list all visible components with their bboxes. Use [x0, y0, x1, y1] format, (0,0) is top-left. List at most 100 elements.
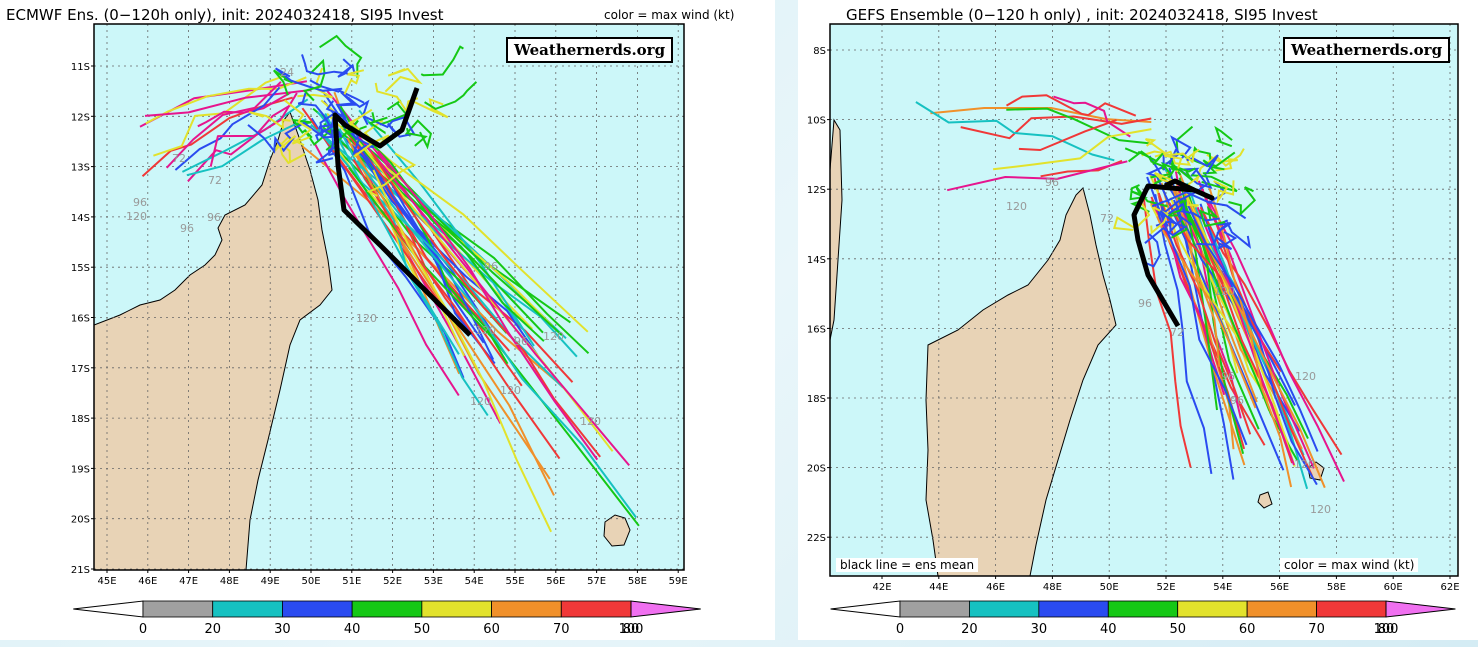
lat-tick-label: 22S: [807, 533, 826, 544]
forecast-hour-label: 120: [1214, 285, 1235, 298]
colorbar-label: 50: [1169, 622, 1186, 637]
lon-tick-label: 56E: [1270, 582, 1289, 593]
ensemble-track: [283, 99, 313, 145]
ensemble-track: [352, 131, 375, 156]
lon-tick-label: 50E: [1100, 582, 1119, 593]
lon-tick-label: 46E: [986, 582, 1005, 593]
forecast-hour-label: 120: [1295, 370, 1316, 383]
ensemble-track: [1127, 150, 1166, 170]
ensemble-track: [1202, 151, 1236, 175]
gefs-panel: GEFS Ensemble (0−120 h only) , init: 202…: [798, 0, 1478, 640]
colorbar-label: 20: [961, 622, 978, 637]
ensemble-track: [1166, 171, 1221, 367]
ensemble-track: [360, 113, 410, 129]
ensemble-track: [915, 101, 1115, 162]
colorbar-segment: [1246, 600, 1317, 618]
colorbar-label: 100: [1374, 622, 1399, 637]
forecast-hour-label: 96: [1138, 297, 1152, 310]
ensemble-track: [1150, 162, 1194, 182]
lat-tick-label: 16S: [807, 324, 826, 335]
lon-tick-label: 51E: [342, 576, 361, 587]
ensemble-track: [1144, 220, 1187, 244]
colorbar-low-arrow: [73, 600, 144, 618]
ensemble-track: [406, 127, 428, 147]
ensemble-track: [187, 104, 291, 182]
ensemble-track: [946, 160, 1128, 192]
lat-tick-label: 21S: [71, 565, 90, 576]
ensemble-track: [144, 89, 311, 117]
forecast-hour-label: 120: [470, 395, 491, 408]
ensemble-track: [1196, 219, 1232, 246]
colorbar-segment: [491, 600, 562, 618]
forecast-hour-label: 72: [1170, 326, 1184, 339]
ensemble-track: [1006, 107, 1152, 145]
ensemble-track: [312, 107, 571, 324]
lon-tick-label: 59E: [669, 576, 688, 587]
ensemble-track: [297, 67, 333, 99]
ensemble-track: [337, 58, 356, 78]
lon-tick-label: 52E: [383, 576, 402, 587]
lon-tick-label: 52E: [1156, 582, 1175, 593]
ensemble-track: [414, 97, 449, 119]
forecast-hour-label: 120: [543, 330, 564, 343]
lon-tick-label: 47E: [179, 576, 198, 587]
ensemble-track: [1215, 231, 1238, 251]
ecmwf-brand: Weathernerds.org: [506, 37, 674, 63]
lat-tick-label: 17S: [71, 364, 90, 375]
forecast-hour-label: 72: [172, 152, 186, 165]
lon-tick-label: 46E: [138, 576, 157, 587]
ensemble-track: [247, 124, 296, 154]
colorbar-segment: [1177, 600, 1248, 618]
land-mass: [1257, 491, 1273, 509]
ensemble-mean-track: [332, 87, 472, 337]
ensemble-track: [1159, 209, 1193, 234]
lon-tick-label: 50E: [301, 576, 320, 587]
colorbar-label: 20: [204, 622, 221, 637]
forecast-hour-label: 120: [1310, 503, 1331, 516]
lat-tick-label: 16S: [71, 314, 90, 325]
lon-tick-label: 53E: [424, 576, 443, 587]
ensemble-track: [1213, 180, 1235, 205]
forecast-hour-label: 96: [1230, 394, 1244, 407]
ensemble-track: [1206, 181, 1293, 488]
colorbar-segment: [560, 600, 632, 618]
ensemble-track: [186, 118, 307, 177]
ensemble-track: [356, 145, 482, 347]
forecast-hour-label: 120: [500, 384, 521, 397]
forecast-hour-label: 96: [484, 260, 498, 273]
ensemble-track: [930, 107, 1152, 123]
forecast-hour-label: 120: [356, 312, 377, 325]
colorbar-label: 0: [139, 622, 147, 637]
colorbar-segment: [1038, 600, 1109, 618]
ensemble-track: [181, 98, 309, 173]
ensemble-track: [324, 112, 460, 355]
lat-tick-label: 14S: [71, 213, 90, 224]
ensemble-track: [1129, 184, 1149, 201]
ensemble-mean-track: [1131, 178, 1215, 328]
lon-tick-label: 48E: [220, 576, 239, 587]
lat-tick-label: 19S: [71, 464, 90, 475]
ensemble-track: [384, 67, 423, 93]
ensemble-track: [424, 81, 478, 111]
ensemble-track: [1141, 138, 1166, 157]
lat-tick-label: 13S: [71, 163, 90, 174]
colorbar-label: 100: [619, 622, 644, 637]
ensemble-track: [420, 45, 464, 77]
colorbar-segment: [899, 600, 970, 618]
ensemble-track: [358, 136, 630, 467]
ensemble-track: [1198, 205, 1225, 228]
ensemble-track: [1151, 191, 1210, 208]
ensemble-track: [141, 96, 293, 178]
ensemble-track: [1153, 165, 1196, 185]
forecast-hour-label: 24: [280, 66, 294, 79]
ensemble-track: [358, 109, 535, 347]
ensemble-track: [1053, 95, 1131, 138]
gefs-title: GEFS Ensemble (0−120 h only) , init: 202…: [846, 6, 1318, 24]
colorbar-label: 70: [553, 622, 570, 637]
lon-tick-label: 42E: [872, 582, 891, 593]
forecast-hour-label: 96: [207, 211, 221, 224]
land-mass: [603, 514, 631, 547]
lon-tick-label: 55E: [505, 576, 524, 587]
lat-tick-label: 20S: [807, 464, 826, 475]
